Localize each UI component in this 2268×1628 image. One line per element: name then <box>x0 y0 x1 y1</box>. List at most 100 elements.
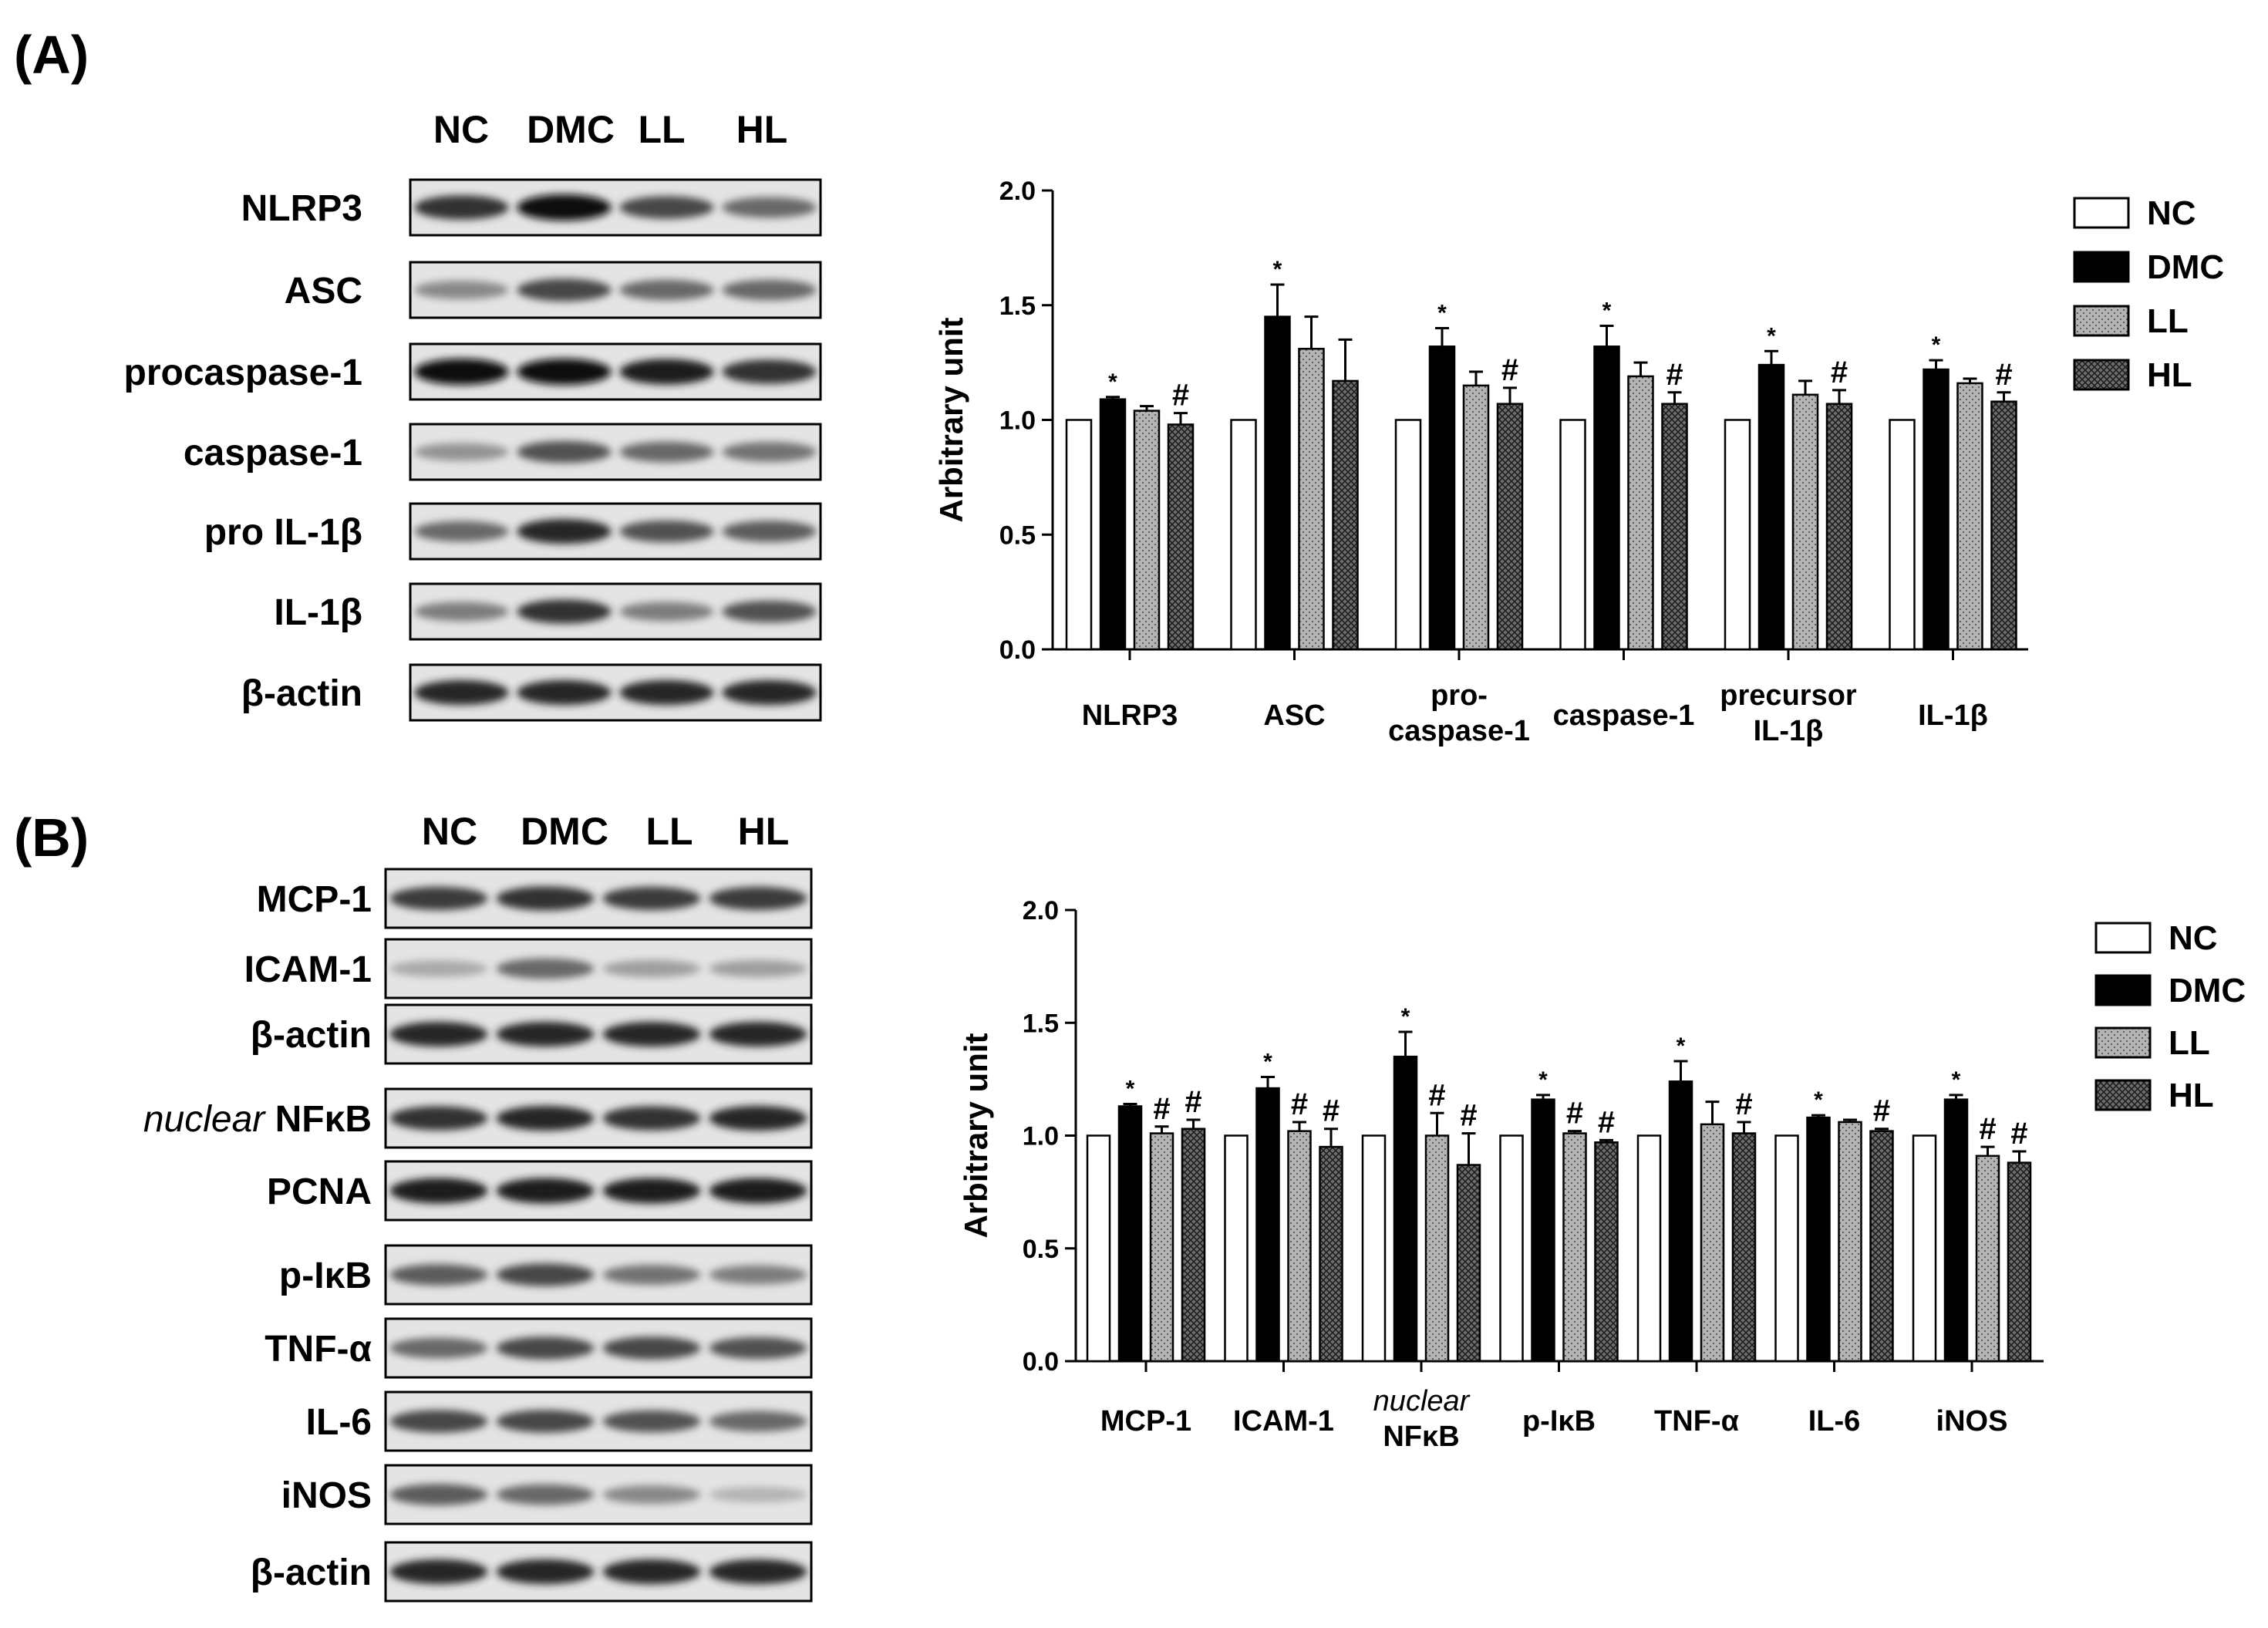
blot-band <box>619 602 714 622</box>
blot-label: β-actin <box>251 1015 372 1056</box>
bar-hl <box>1594 1141 1619 1363</box>
bar-dmc <box>1943 1098 1969 1363</box>
y-axis-title: Arbitrary unit <box>958 1033 994 1238</box>
blot-band <box>496 1484 595 1505</box>
blot-label: procaspase-1 <box>124 352 363 393</box>
blot-label: MCP-1 <box>257 879 372 920</box>
blot-label: TNF-α <box>265 1329 372 1370</box>
blot-band <box>619 441 714 463</box>
lane-label-nc: NC <box>433 108 489 151</box>
bar-ll <box>1562 1132 1587 1363</box>
legend-swatch-nc <box>2094 922 2152 954</box>
significance-star: * <box>1814 1087 1823 1113</box>
bar-ll <box>1791 393 1819 651</box>
blot-band <box>709 1021 807 1047</box>
bar-nc <box>1361 1134 1387 1363</box>
category-label: TNF-α <box>1654 1405 1739 1438</box>
category-label: nuclear NFκB <box>1373 1385 1471 1453</box>
category-label-line: precursor <box>1720 679 1857 712</box>
y-tick-label: 1.0 <box>1023 1122 1059 1151</box>
bar-ll <box>1975 1154 2000 1363</box>
blot-band <box>414 602 509 622</box>
y-tick-label: 0.5 <box>1023 1235 1059 1264</box>
blot-band <box>389 1484 488 1505</box>
legend-swatch-dmc <box>2073 251 2130 283</box>
bar-hl <box>1496 403 1524 651</box>
category-label: pro-caspase-1 <box>1388 679 1530 747</box>
category-label-line: nuclear <box>1373 1385 1471 1417</box>
category-label-line: NFκB <box>1383 1421 1459 1453</box>
blot-band <box>709 886 807 911</box>
legend-label-nc: NC <box>2169 919 2218 957</box>
blot-band <box>722 442 817 462</box>
blot-band <box>517 679 612 706</box>
legend-swatch-ll <box>2073 305 2130 337</box>
y-tick-label: 0.0 <box>1023 1347 1059 1377</box>
legend-swatch-hl <box>2094 1079 2152 1111</box>
bar-nc <box>1636 1134 1662 1363</box>
blot-band <box>496 886 595 911</box>
bar-hl <box>1990 400 2017 651</box>
blot-band <box>389 1106 488 1131</box>
significance-star: * <box>1273 257 1282 282</box>
blot-band <box>517 278 612 302</box>
blot-band <box>602 1336 701 1360</box>
blot-band <box>602 1265 701 1285</box>
bar-hl <box>1731 1132 1757 1363</box>
legend-label-nc: NC <box>2147 194 2196 232</box>
bar-hl <box>1181 1127 1206 1363</box>
blot-band <box>722 521 817 542</box>
blot-band <box>709 1265 807 1285</box>
bar-ll <box>1700 1123 1725 1363</box>
blot-band <box>722 279 817 301</box>
blot-band <box>722 359 817 384</box>
bar-hl <box>1332 379 1359 651</box>
blot-label: IL-6 <box>306 1402 372 1443</box>
blot-band <box>722 197 817 218</box>
significance-hash: # <box>1566 1097 1583 1131</box>
significance-star: * <box>1767 323 1776 349</box>
blot-band <box>389 1264 488 1286</box>
bar-dmc <box>1531 1098 1555 1363</box>
significance-hash: # <box>1831 356 1848 389</box>
blot-band <box>602 1106 701 1131</box>
blot-band <box>602 1559 701 1585</box>
bar-ll <box>1298 348 1325 651</box>
blot-band <box>389 1021 488 1047</box>
bar-hl <box>1661 403 1688 651</box>
significance-hash: # <box>1995 358 2012 392</box>
y-tick-label: 1.0 <box>999 406 1036 436</box>
blot-band <box>602 959 701 978</box>
category-label: precursor IL-1β <box>1720 679 1857 747</box>
blot-band <box>496 1263 595 1286</box>
blot-band <box>709 1411 807 1432</box>
significance-star: * <box>1952 1067 1961 1093</box>
significance-hash: # <box>2010 1117 2027 1151</box>
blot-band <box>602 1485 701 1505</box>
blot-label: pro IL-1β <box>204 512 362 553</box>
blot-band <box>414 359 509 385</box>
significance-hash: # <box>1501 353 1518 387</box>
bar-ll <box>1838 1121 1862 1363</box>
bar-hl <box>1319 1145 1343 1363</box>
category-label-line: NLRP3 <box>1082 699 1178 732</box>
bar-chart-a: 0.0 0.5 1.0 1.5 2.0 Arbitrary unit * # NLRP3 * ASC… <box>933 177 2224 747</box>
bar-nc <box>1559 419 1586 651</box>
category-label-line: pro- <box>1431 679 1488 712</box>
panel-letter-a: (A) <box>14 25 89 85</box>
bar-nc <box>1774 1134 1799 1363</box>
lane-label-dmc: DMC <box>521 810 608 853</box>
lane-label-hl: HL <box>738 810 790 853</box>
blot-label: p-IκB <box>279 1256 372 1296</box>
category-label-line: iNOS <box>1936 1405 2008 1438</box>
significance-star: * <box>1126 1077 1135 1102</box>
bar-nc <box>1394 419 1422 651</box>
significance-hash: # <box>1153 1092 1170 1126</box>
bar-dmc <box>1255 1087 1280 1363</box>
bar-dmc <box>1099 398 1127 651</box>
significance-star: * <box>1538 1067 1548 1093</box>
legend-label-ll: LL <box>2169 1024 2210 1062</box>
blot-band <box>496 958 595 979</box>
bar-dmc <box>1393 1055 1418 1363</box>
bar-hl <box>1825 403 1853 651</box>
